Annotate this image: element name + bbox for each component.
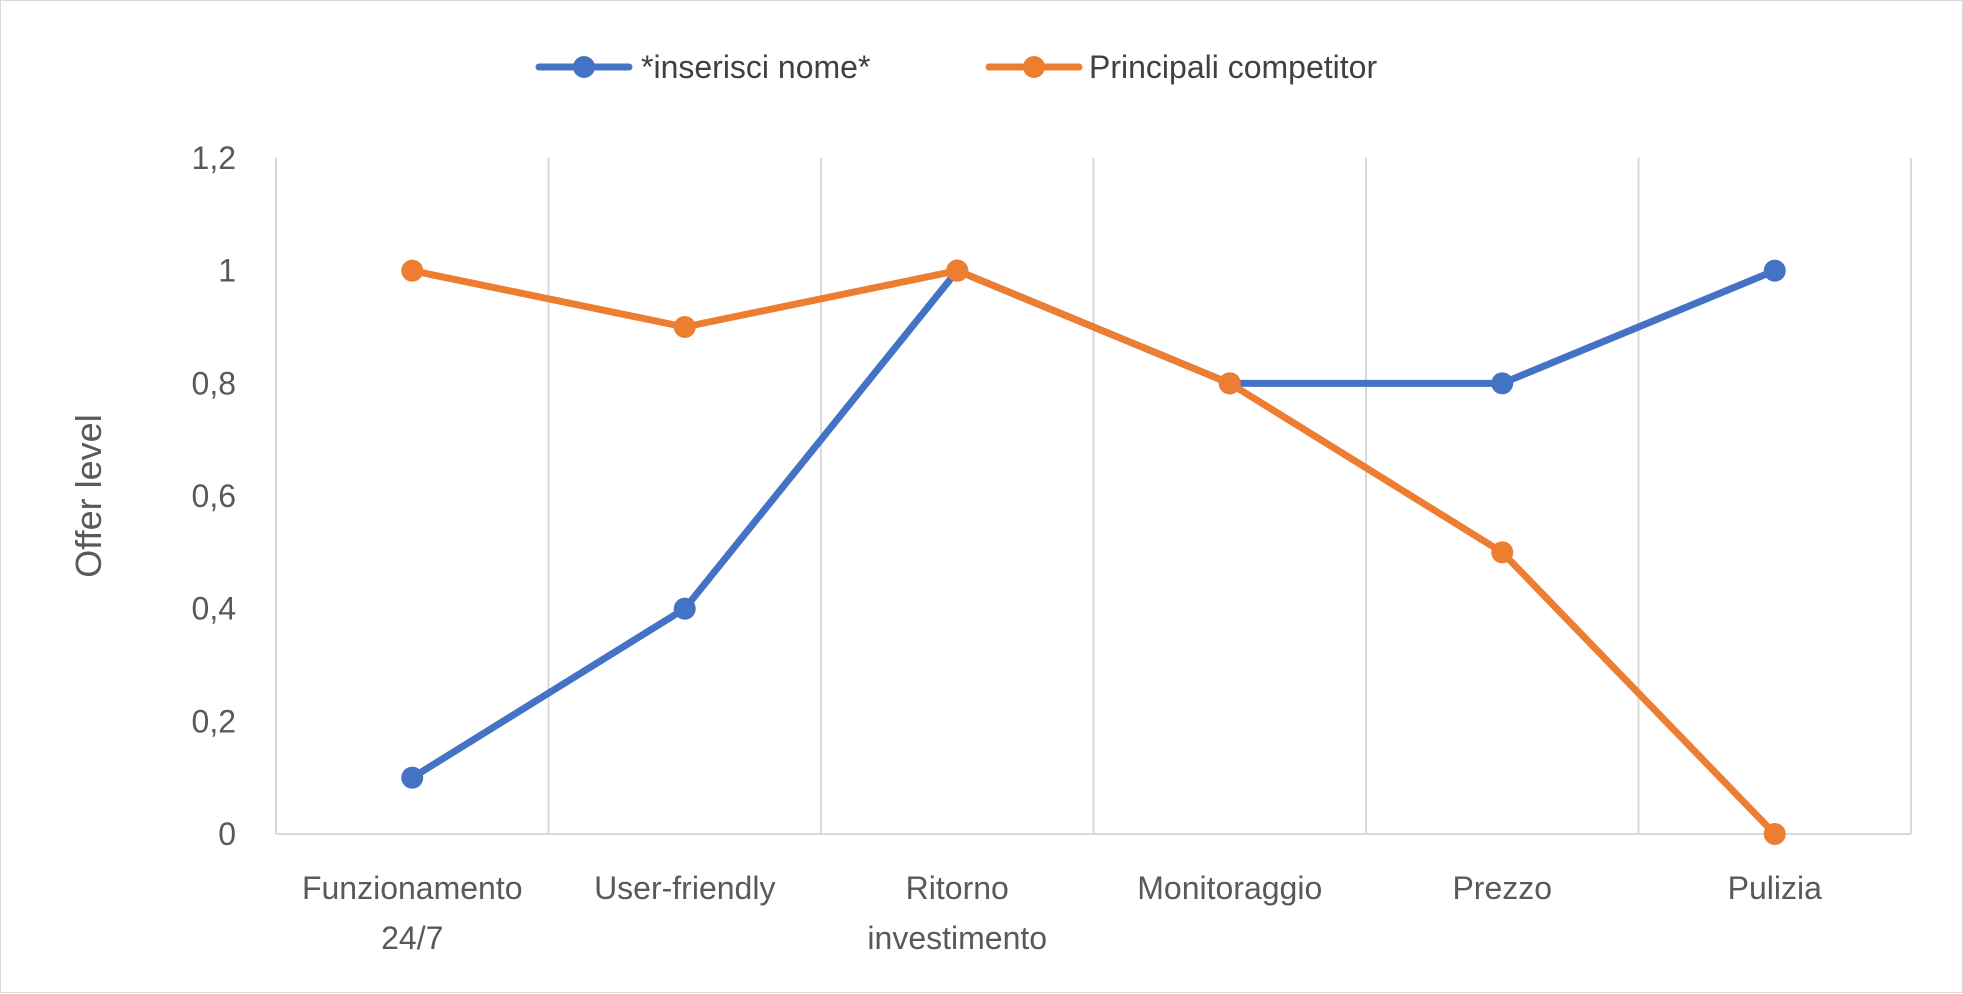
legend-swatch-marker [573,56,595,78]
y-tick-label: 0,6 [192,478,236,514]
y-tick-labels: 0 0,2 0,4 0,6 0,8 1 1,2 [192,140,236,852]
grid-layer [275,158,1912,835]
x-category-label: Pulizia [1728,870,1822,906]
y-tick-label: 0,8 [192,365,236,401]
y-tick-label: 0,2 [192,703,236,739]
legend: *inserisci nome* Principali competitor [535,49,1377,85]
series-2 [401,259,1786,845]
data-point [1763,259,1786,282]
x-category-label: Funzionamento [302,870,523,906]
x-category-label: Prezzo [1452,870,1552,906]
data-point [401,766,424,789]
legend-swatch-marker [1023,56,1045,78]
y-tick-label: 0 [218,816,236,852]
x-category-labels: Funzionamento 24/7 User-friendly Ritorno inv… [302,870,1822,956]
legend-item: *inserisci nome* [535,49,870,85]
series-layer [401,259,1786,845]
series-line [408,267,1779,838]
y-tick-label: 1,2 [192,140,236,176]
data-point [1491,372,1514,395]
x-category-label: Monitoraggio [1137,870,1322,906]
legend-label: Principali competitor [1089,49,1377,85]
x-category-label: 24/7 [381,920,443,956]
data-point [673,316,696,338]
legend-label: *inserisci nome* [641,49,870,85]
data-point [673,597,696,620]
data-point [401,259,424,282]
x-category-label: Ritorno [906,870,1009,906]
y-tick-label: 0,4 [192,591,236,627]
y-axis-title: Offer level [68,414,109,577]
y-tick-label: 1 [218,253,236,289]
data-point [946,259,969,282]
legend-item: Principali competitor [985,49,1377,85]
data-point [1491,541,1514,564]
data-point [1763,823,1786,845]
data-point [1218,372,1241,395]
x-category-label: User-friendly [594,870,775,906]
x-category-label: investimento [867,920,1047,956]
